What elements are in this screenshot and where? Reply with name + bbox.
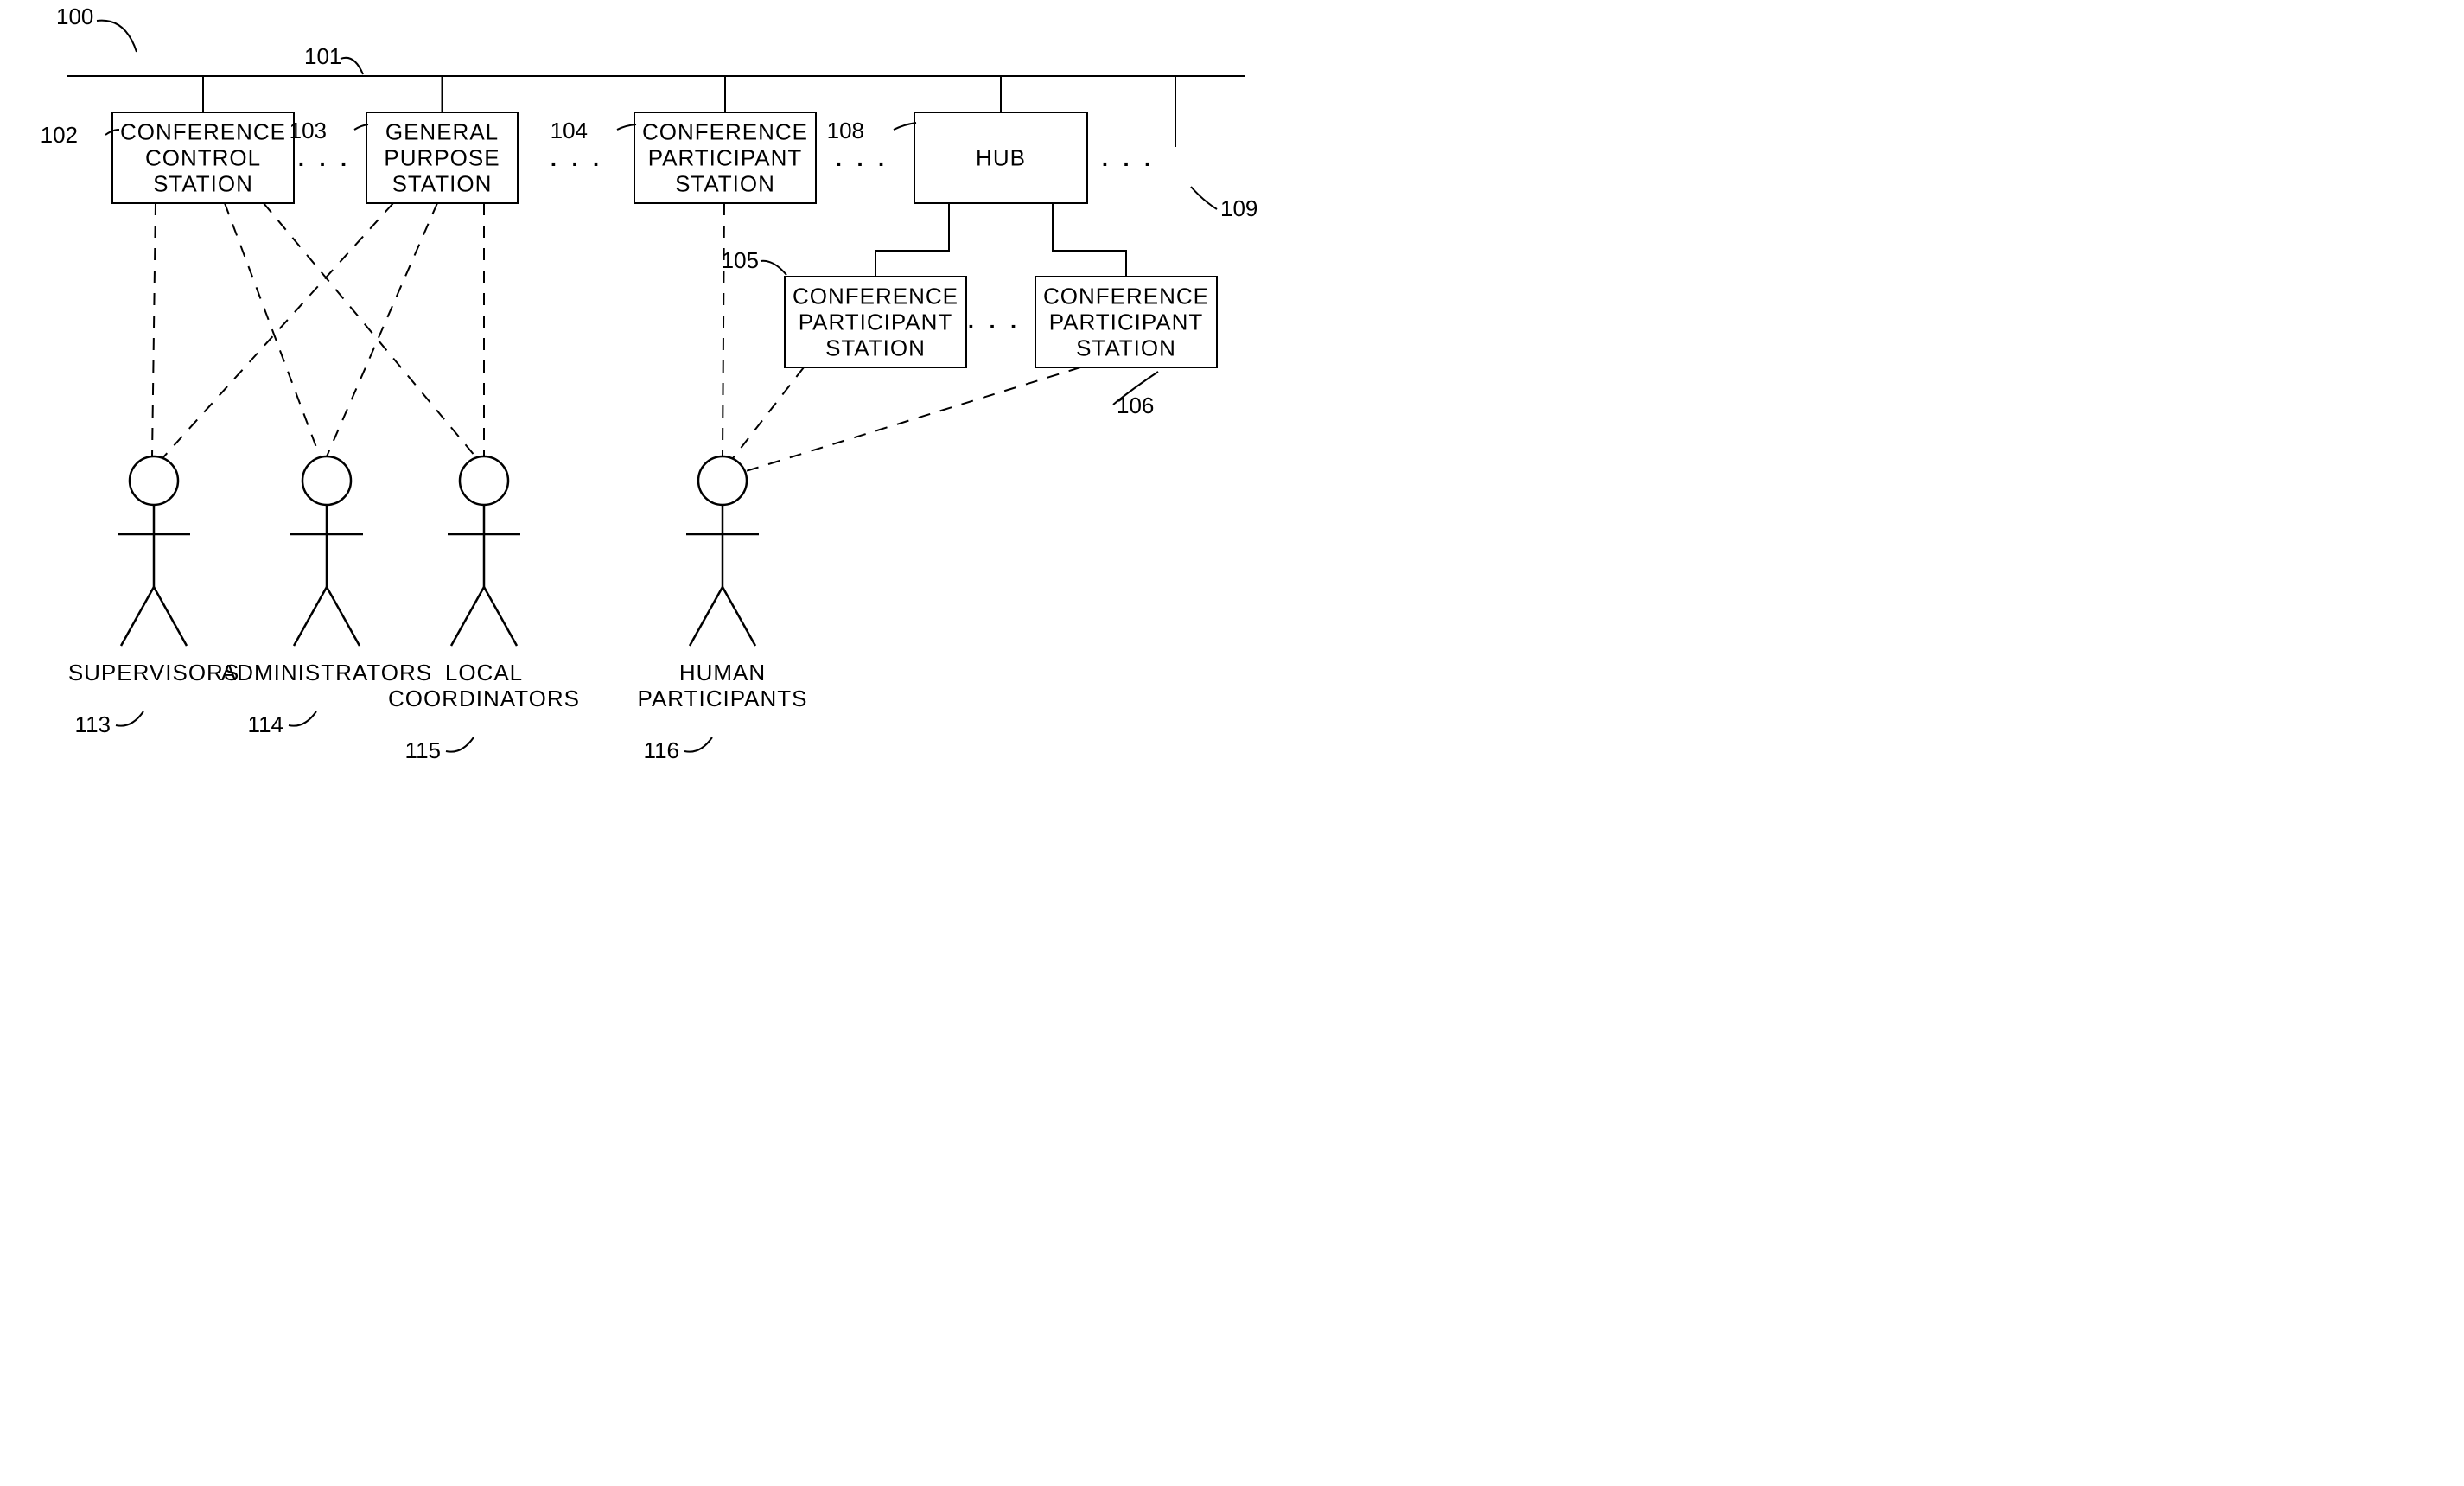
svg-text:SUPERVISORS: SUPERVISORS bbox=[68, 660, 239, 686]
svg-text:CONFERENCE: CONFERENCE bbox=[120, 119, 286, 145]
svg-text:PARTICIPANT: PARTICIPANT bbox=[648, 145, 803, 171]
box-b102: CONFERENCECONTROLSTATION bbox=[112, 76, 294, 203]
svg-text:CONTROL: CONTROL bbox=[145, 145, 261, 171]
svg-text:105: 105 bbox=[722, 247, 759, 273]
svg-text:STATION: STATION bbox=[392, 171, 493, 197]
box-b106: CONFERENCEPARTICIPANTSTATION bbox=[1035, 277, 1217, 367]
svg-text:104: 104 bbox=[551, 118, 588, 143]
svg-text:LOCAL: LOCAL bbox=[445, 660, 523, 686]
svg-text:114: 114 bbox=[248, 711, 283, 737]
link-b102-p113 bbox=[152, 203, 156, 456]
svg-text:STATION: STATION bbox=[825, 335, 926, 361]
svg-text:CONFERENCE: CONFERENCE bbox=[1043, 284, 1209, 309]
link-b103-p113 bbox=[162, 203, 393, 458]
svg-text:PARTICIPANTS: PARTICIPANTS bbox=[638, 686, 808, 711]
person-p113: SUPERVISORS 113 bbox=[68, 456, 239, 737]
svg-text:PARTICIPANT: PARTICIPANT bbox=[799, 309, 953, 335]
svg-text:113: 113 bbox=[75, 711, 111, 737]
link-b102-p114 bbox=[225, 203, 320, 456]
svg-text:COORDINATORS: COORDINATORS bbox=[388, 686, 580, 711]
link-b106-p116 bbox=[743, 367, 1080, 472]
svg-text:HUB: HUB bbox=[976, 145, 1026, 171]
patent-figure: 100101CONFERENCECONTROLSTATIONGENERALPUR… bbox=[0, 0, 1262, 782]
svg-text:PARTICIPANT: PARTICIPANT bbox=[1049, 309, 1204, 335]
link-b102-p115 bbox=[264, 203, 475, 456]
box-b103: GENERALPURPOSESTATION bbox=[366, 76, 518, 203]
svg-text:CONFERENCE: CONFERENCE bbox=[642, 119, 808, 145]
person-p116: HUMANPARTICIPANTS 116 bbox=[638, 456, 808, 763]
svg-text:116: 116 bbox=[644, 737, 679, 763]
svg-text:115: 115 bbox=[405, 737, 441, 763]
svg-text:PURPOSE: PURPOSE bbox=[384, 145, 500, 171]
svg-text:100: 100 bbox=[56, 3, 93, 29]
svg-text:108: 108 bbox=[827, 118, 864, 143]
svg-text:103: 103 bbox=[290, 118, 327, 143]
link-b103-p114 bbox=[327, 203, 437, 456]
svg-text:...: ... bbox=[1100, 137, 1164, 174]
svg-text:109: 109 bbox=[1220, 195, 1257, 221]
svg-text:STATION: STATION bbox=[153, 171, 253, 197]
svg-text:GENERAL: GENERAL bbox=[385, 119, 499, 145]
svg-text:STATION: STATION bbox=[675, 171, 775, 197]
svg-text:...: ... bbox=[966, 300, 1030, 336]
box-b108: HUB bbox=[914, 76, 1087, 203]
link-b104-p116 bbox=[723, 203, 724, 456]
svg-text:ADMINISTRATORS: ADMINISTRATORS bbox=[221, 660, 432, 686]
svg-text:STATION: STATION bbox=[1076, 335, 1176, 361]
person-p115: LOCALCOORDINATORS 115 bbox=[388, 456, 580, 763]
svg-text:CONFERENCE: CONFERENCE bbox=[793, 284, 958, 309]
svg-text:HUMAN: HUMAN bbox=[679, 660, 766, 686]
svg-text:102: 102 bbox=[41, 122, 78, 148]
box-b104: CONFERENCEPARTICIPANTSTATION bbox=[634, 76, 816, 203]
box-b105: CONFERENCEPARTICIPANTSTATION bbox=[785, 277, 966, 367]
svg-text:101: 101 bbox=[304, 43, 341, 69]
link-b105-p116 bbox=[733, 367, 804, 458]
